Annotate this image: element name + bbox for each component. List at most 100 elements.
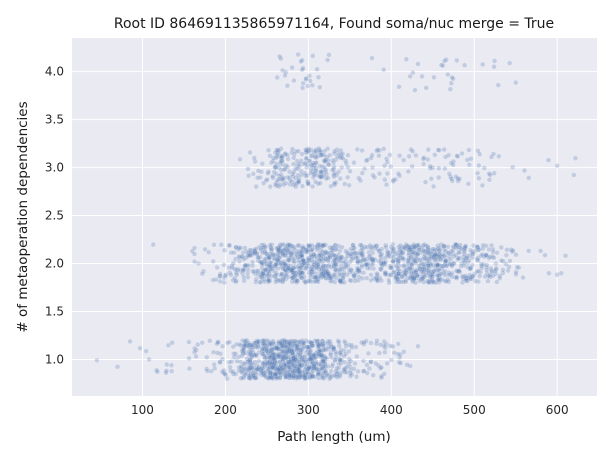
data-point bbox=[308, 356, 314, 362]
data-point bbox=[314, 339, 320, 345]
data-point bbox=[337, 259, 343, 265]
data-point bbox=[280, 343, 286, 349]
data-point bbox=[290, 350, 296, 356]
data-point bbox=[271, 341, 277, 347]
data-point bbox=[274, 366, 280, 372]
data-point bbox=[308, 364, 314, 370]
data-point bbox=[310, 269, 316, 275]
data-point bbox=[357, 242, 363, 248]
data-point bbox=[339, 165, 345, 171]
data-point bbox=[316, 362, 322, 368]
data-point bbox=[312, 374, 318, 380]
data-point bbox=[261, 370, 267, 376]
data-point bbox=[289, 370, 295, 376]
data-point bbox=[337, 358, 343, 364]
data-point bbox=[255, 366, 261, 372]
data-point bbox=[395, 341, 401, 347]
data-point bbox=[363, 158, 369, 164]
data-point bbox=[274, 177, 280, 183]
data-point bbox=[325, 271, 331, 277]
data-point bbox=[254, 339, 260, 345]
data-point bbox=[218, 242, 224, 248]
data-point bbox=[461, 249, 467, 255]
data-point bbox=[261, 345, 267, 351]
data-point bbox=[242, 263, 248, 269]
data-point bbox=[268, 354, 274, 360]
data-point bbox=[260, 360, 266, 366]
data-point bbox=[275, 345, 281, 351]
data-point bbox=[296, 374, 302, 380]
data-point bbox=[428, 176, 434, 182]
data-point bbox=[273, 345, 279, 351]
data-point bbox=[330, 361, 336, 367]
data-point bbox=[265, 170, 271, 176]
data-point bbox=[317, 347, 323, 353]
data-point bbox=[327, 254, 333, 260]
data-point bbox=[370, 372, 376, 378]
data-point bbox=[338, 350, 344, 356]
data-point bbox=[314, 256, 320, 262]
data-point bbox=[260, 365, 266, 371]
data-point bbox=[314, 261, 320, 267]
data-point bbox=[322, 364, 328, 370]
data-point bbox=[217, 273, 223, 279]
data-point bbox=[229, 359, 235, 365]
data-point bbox=[315, 342, 321, 348]
data-point bbox=[335, 374, 341, 380]
data-point bbox=[341, 270, 347, 276]
data-point bbox=[246, 173, 252, 179]
data-point bbox=[323, 270, 329, 276]
data-point bbox=[320, 375, 326, 381]
data-point bbox=[316, 370, 322, 376]
data-point bbox=[277, 248, 283, 254]
data-point bbox=[357, 269, 363, 275]
data-point bbox=[372, 174, 378, 180]
data-point bbox=[226, 265, 232, 271]
data-point bbox=[196, 261, 202, 267]
data-point bbox=[448, 256, 454, 262]
data-point bbox=[558, 270, 564, 276]
data-point bbox=[285, 371, 291, 377]
data-point bbox=[333, 267, 339, 273]
data-point bbox=[251, 268, 257, 274]
data-point bbox=[335, 338, 341, 344]
data-point bbox=[340, 275, 346, 281]
data-point bbox=[278, 272, 284, 278]
data-point bbox=[296, 368, 302, 374]
data-point bbox=[269, 364, 275, 370]
data-point bbox=[268, 244, 274, 250]
data-point bbox=[217, 360, 223, 366]
data-point bbox=[316, 343, 322, 349]
data-point bbox=[457, 176, 463, 182]
data-point bbox=[273, 367, 279, 373]
data-point bbox=[307, 355, 313, 361]
data-point bbox=[247, 359, 253, 365]
data-point bbox=[302, 366, 308, 372]
data-point bbox=[330, 260, 336, 266]
data-point bbox=[320, 249, 326, 255]
data-point bbox=[233, 270, 239, 276]
data-point bbox=[310, 355, 316, 361]
data-point bbox=[341, 353, 347, 359]
data-point bbox=[333, 373, 339, 379]
data-point bbox=[292, 363, 298, 369]
data-point bbox=[327, 253, 333, 259]
data-point bbox=[317, 244, 323, 250]
data-point bbox=[369, 152, 375, 158]
data-point bbox=[269, 345, 275, 351]
data-point bbox=[323, 345, 329, 351]
data-point bbox=[368, 272, 374, 278]
data-point bbox=[254, 250, 260, 256]
data-point bbox=[303, 338, 309, 344]
data-point bbox=[304, 344, 310, 350]
data-point bbox=[204, 354, 210, 360]
data-point bbox=[269, 242, 275, 248]
data-point bbox=[381, 339, 387, 345]
data-point bbox=[336, 243, 342, 249]
y-tick-label: 2.0 bbox=[45, 257, 64, 271]
data-point bbox=[283, 351, 289, 357]
data-point bbox=[165, 342, 171, 348]
data-point bbox=[278, 260, 284, 266]
data-point bbox=[318, 255, 324, 261]
data-point bbox=[355, 255, 361, 261]
